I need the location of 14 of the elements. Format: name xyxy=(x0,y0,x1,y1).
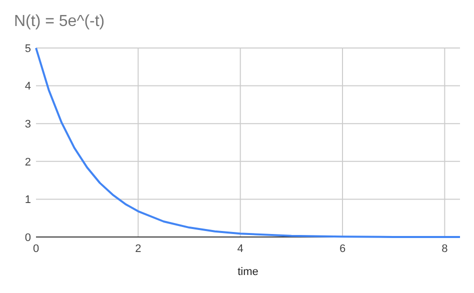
y-tick-label: 4 xyxy=(24,80,31,93)
y-tick-label: 5 xyxy=(24,42,31,55)
y-tick-label: 1 xyxy=(24,194,31,206)
x-tick-label: 4 xyxy=(237,243,244,255)
y-tick-label: 0 xyxy=(24,232,31,244)
chart-title: N(t) = 5e^(-t) xyxy=(14,13,105,30)
line-series xyxy=(35,47,461,238)
x-axis-title: time xyxy=(238,266,258,278)
x-tick-label: 2 xyxy=(135,243,142,255)
y-tick-label: 3 xyxy=(24,118,31,130)
y-tick-label: 2 xyxy=(24,156,31,168)
x-tick-label: 6 xyxy=(339,243,346,255)
x-tick-label: 0 xyxy=(32,243,40,255)
x-tick-label: 8 xyxy=(442,243,448,255)
